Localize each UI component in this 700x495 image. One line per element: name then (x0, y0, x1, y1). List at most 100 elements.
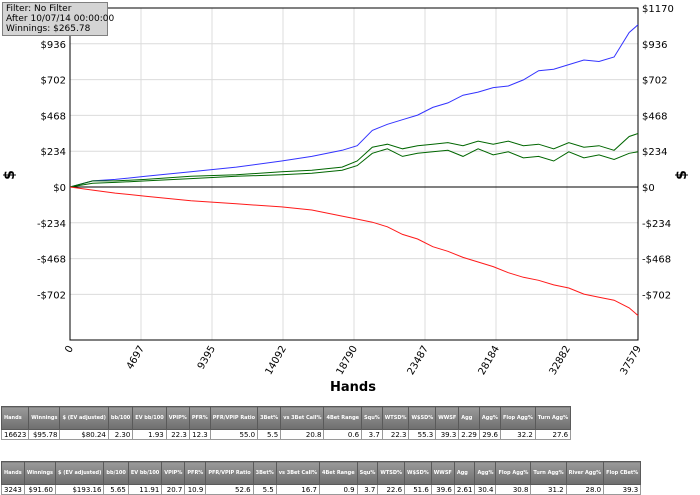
x-tick-label: 9395 (196, 344, 218, 372)
x-tick-label: 4697 (125, 344, 147, 372)
column-header[interactable]: 4Bet Range (319, 461, 358, 485)
winnings-chart: $1170 $936 $702 $468 $234 $0 -$234 -$468 -$702 $… (2, 4, 690, 395)
column-header[interactable]: Agg% (478, 406, 501, 430)
x-tick-label: 0 (63, 344, 76, 355)
column-header[interactable]: River Agg% (565, 461, 605, 485)
column-header[interactable]: Turn Agg% (534, 406, 572, 430)
column-header[interactable]: EV bb/100 (132, 406, 167, 430)
x-tick-label: 18790 (335, 344, 360, 377)
table-cell: $91.60 (23, 484, 57, 495)
y-tick-label-right: $1170 (642, 4, 674, 15)
series-line-4 (69, 186, 639, 316)
column-header[interactable]: Winnings (23, 461, 57, 485)
stats-table-1: Hands Winnings $ (EV adjusted) bb/100 EV bb/… (0, 406, 572, 440)
table-cell: 5.65 (103, 484, 129, 495)
column-header[interactable]: WTSD% (381, 406, 410, 430)
filter-info-box: Filter: No Filter After 10/07/14 00:00:0… (2, 2, 114, 36)
table-cell: 16623 (0, 429, 30, 440)
column-header[interactable]: $ (EV adjusted) (59, 406, 109, 430)
column-header[interactable]: Agg (453, 461, 476, 485)
column-header[interactable]: Hands (1, 461, 25, 485)
table-cell: 2.29 (458, 429, 480, 440)
table-cell: 5.5 (252, 484, 277, 495)
table-cell: 32.2 (499, 429, 536, 440)
y-tick-label-right: $936 (642, 40, 667, 51)
column-header[interactable]: 3Bet% (252, 461, 277, 485)
column-header[interactable]: Flop Agg% (495, 461, 532, 485)
table-cell: 1.93 (132, 429, 167, 440)
chart-series (69, 24, 639, 316)
y-tick-label-left: -$468 (37, 255, 66, 266)
y-tick-label-right: -$702 (642, 290, 671, 301)
series-line-1 (69, 24, 639, 188)
y-tick-label-left: $702 (41, 76, 66, 87)
x-axis-title: Hands (330, 380, 376, 395)
y-tick-label-left: $468 (41, 111, 66, 122)
column-header[interactable]: Squ% (356, 461, 379, 485)
table-cell: 55.0 (209, 429, 259, 440)
column-header[interactable]: bb/100 (107, 406, 134, 430)
table-cell: 39.3 (435, 429, 460, 440)
table-cell: 52.6 (205, 484, 254, 495)
column-header[interactable]: PFR% (184, 461, 207, 485)
table-cell: 3.7 (361, 429, 383, 440)
table-cell: 0.6 (323, 429, 363, 440)
series-line-3 (69, 148, 639, 188)
column-header[interactable]: vs 3Bet Call% (280, 406, 325, 430)
y-tick-label-right: $468 (642, 111, 667, 122)
table-cell: 2.61 (453, 484, 476, 495)
column-header[interactable]: $ (EV adjusted) (55, 461, 105, 485)
y-tick-label-left: $936 (41, 40, 66, 51)
table-cell: 22.3 (381, 429, 410, 440)
table-cell: 11.91 (127, 484, 163, 495)
column-header[interactable]: WWSF (435, 406, 460, 430)
table-cell: $193.16 (55, 484, 105, 495)
column-header[interactable]: VPIP% (165, 406, 190, 430)
column-header[interactable]: Flop CBet% (603, 461, 642, 485)
column-header[interactable]: vs 3Bet Call% (275, 461, 321, 485)
column-header[interactable]: bb/100 (103, 461, 129, 485)
column-header[interactable]: Squ% (361, 406, 383, 430)
table-cell: 27.6 (534, 429, 572, 440)
table-cell: 5.5 (257, 429, 282, 440)
table-cell: 20.8 (280, 429, 325, 440)
column-header[interactable]: EV bb/100 (127, 461, 163, 485)
y-tick-label-right: -$468 (642, 255, 671, 266)
column-header[interactable]: 4Bet Range (323, 406, 363, 430)
column-header[interactable]: Hands (0, 406, 30, 430)
table-cell: 22.3 (165, 429, 190, 440)
column-header[interactable]: PFR/VPIP Ratio (209, 406, 259, 430)
y-tick-label-left: -$702 (37, 290, 66, 301)
y-tick-label-right: $702 (642, 76, 667, 87)
column-header[interactable]: 3Bet% (257, 406, 282, 430)
column-header[interactable]: PFR/VPIP Ratio (205, 461, 254, 485)
table-cell: $80.24 (59, 429, 109, 440)
y-axis-title-right: $ (674, 170, 690, 180)
column-header[interactable]: Winnings (28, 406, 61, 430)
x-tick-label: 28184 (477, 344, 502, 377)
column-header[interactable]: PFR% (188, 406, 211, 430)
x-tick-label: 32882 (548, 344, 573, 377)
table-cell: 20.7 (161, 484, 186, 495)
column-header[interactable]: W$SD% (404, 461, 432, 485)
column-header[interactable]: Flop Agg% (499, 406, 536, 430)
x-tick-label: 37579 (619, 344, 644, 377)
column-header[interactable]: Agg (458, 406, 480, 430)
table-cell: 22.6 (377, 484, 406, 495)
table-cell: 3.7 (356, 484, 379, 495)
column-header[interactable]: Turn Agg% (530, 461, 567, 485)
table-cell: 55.3 (408, 429, 437, 440)
column-header[interactable]: WTSD% (377, 461, 406, 485)
series-line-2 (69, 133, 639, 188)
table-cell: 39.3 (603, 484, 642, 495)
x-tick-label: 14092 (264, 344, 289, 377)
column-header[interactable]: WWSF (430, 461, 455, 485)
filter-label: Filter: No Filter (6, 4, 72, 14)
y-tick-labels-right: $1170 $936 $702 $468 $234 $0 -$234 -$468 -$702 (642, 4, 674, 301)
table-cell: 2.30 (107, 429, 134, 440)
column-header[interactable]: W$SD% (408, 406, 437, 430)
table-cell: $95.78 (28, 429, 61, 440)
column-header[interactable]: VPIP% (161, 461, 186, 485)
column-header[interactable]: Agg% (474, 461, 497, 485)
chart-grid (69, 7, 639, 340)
